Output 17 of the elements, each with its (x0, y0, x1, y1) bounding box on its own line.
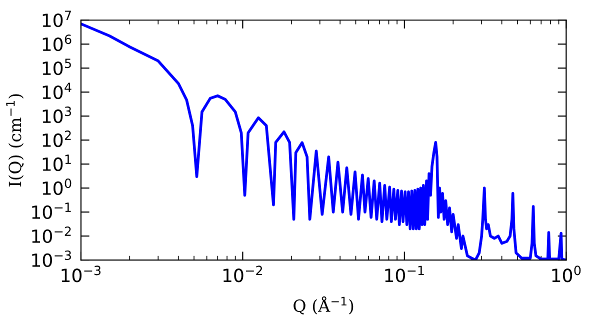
y-tick-label: 10$^{0}$ (42, 178, 72, 196)
x-tick-label: 10$^{−2}$ (223, 266, 262, 282)
y-tick-label: 10$^{5}$ (42, 58, 71, 76)
y-tick-label: 10$^{−1}$ (32, 202, 71, 220)
y-tick-label: 10$^{−3}$ (32, 250, 71, 268)
y-tick-label: 10$^{2}$ (42, 130, 71, 148)
y-axis-title: I(Q) (cm$^{−1}$) (6, 94, 24, 186)
y-tick-label: 10$^{4}$ (42, 82, 72, 100)
x-axis-title: Q (Å$^{−1}$) (294, 296, 354, 314)
y-tick-label: 10$^{6}$ (42, 34, 72, 52)
y-tick-label: 10$^{1}$ (42, 154, 71, 172)
x-tick-label: 10$^{−3}$ (62, 266, 101, 282)
y-tick-label: 10$^{−2}$ (32, 226, 71, 244)
y-tick-label: 10$^{3}$ (42, 106, 72, 124)
x-tick-label: 10$^{0}$ (552, 266, 581, 282)
x-tick-label: 10$^{−1}$ (385, 266, 424, 282)
y-tick-label: 10$^{7}$ (42, 10, 71, 28)
